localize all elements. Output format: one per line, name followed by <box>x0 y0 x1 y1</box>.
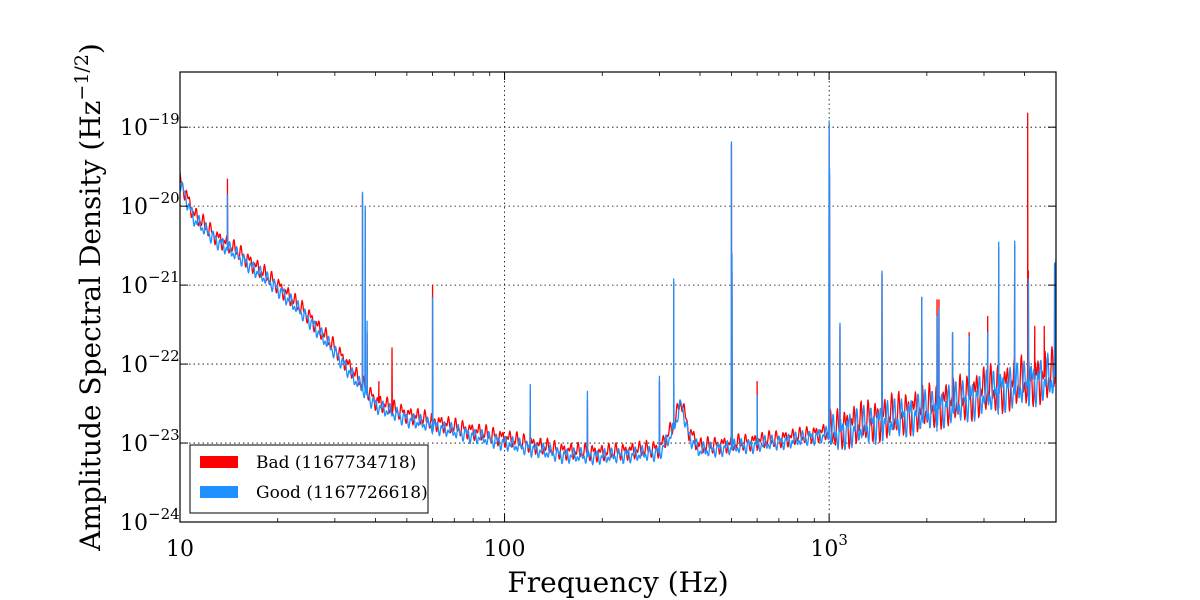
legend-swatch <box>200 456 238 468</box>
y-tick-label: 10−22 <box>120 347 180 378</box>
plot-frame <box>179 71 1057 523</box>
axis-ticks: 10 100 103 10−24 10−23 10−22 10−21 10−20 10−19 <box>120 72 1056 562</box>
series-line-good <box>180 120 1056 466</box>
y-tick-label: 10−21 <box>120 268 180 299</box>
x-tick-label: 10 <box>166 537 194 562</box>
series-layer <box>180 112 1056 466</box>
legend: Bad (1167734718) Good (1167726618) <box>189 444 429 514</box>
x-axis-title: Frequency (Hz) <box>507 566 728 599</box>
x-tick-label: 103 <box>810 531 848 562</box>
y-tick-label: 10−20 <box>120 189 180 220</box>
grid-lines <box>180 72 1056 522</box>
legend-label: Good (1167726618) <box>256 483 428 503</box>
y-tick-label: 10−19 <box>120 110 180 141</box>
legend-label: Bad (1167734718) <box>256 453 416 473</box>
legend-swatch <box>200 486 238 498</box>
y-axis-title: Amplitude Spectral Density (Hz−1/2) <box>71 43 107 552</box>
y-tick-label: 10−24 <box>120 505 180 536</box>
y-tick-label: 10−23 <box>120 426 180 457</box>
x-tick-label: 100 <box>484 537 526 562</box>
